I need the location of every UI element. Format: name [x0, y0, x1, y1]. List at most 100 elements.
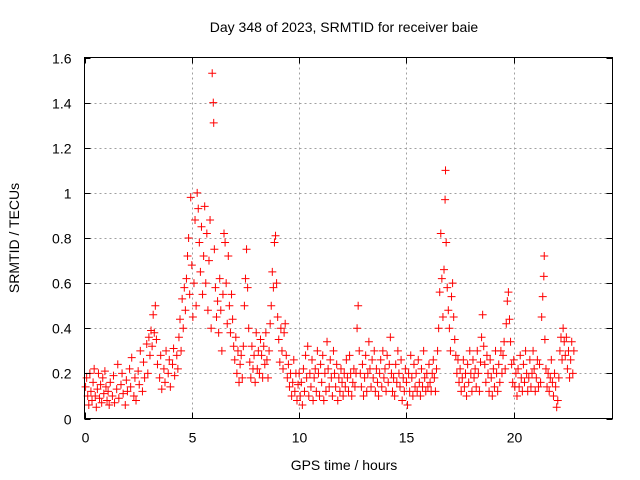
data-point [118, 369, 127, 378]
data-point [300, 387, 309, 396]
data-point [480, 360, 489, 369]
data-point [86, 387, 95, 396]
data-point [339, 391, 348, 400]
data-point [165, 355, 174, 364]
data-point [306, 382, 315, 391]
data-point [313, 346, 322, 355]
data-point [470, 373, 479, 382]
data-point [193, 188, 202, 197]
data-point [320, 369, 329, 378]
data-point [419, 346, 428, 355]
data-point [408, 391, 417, 400]
data-point [392, 378, 401, 387]
data-point [481, 378, 490, 387]
data-point [357, 382, 366, 391]
data-point [433, 346, 442, 355]
data-point [283, 373, 292, 382]
data-point [112, 385, 121, 394]
data-point [553, 396, 562, 405]
data-point [254, 346, 263, 355]
data-point [152, 335, 161, 344]
data-point [282, 351, 291, 360]
data-point [540, 335, 549, 344]
data-point [242, 245, 251, 254]
x-tick-label: 0 [82, 430, 90, 446]
data-point [97, 398, 106, 407]
data-point [173, 364, 182, 373]
data-point [398, 396, 407, 405]
data-point [394, 369, 403, 378]
data-point [106, 378, 115, 387]
chart-title: Day 348 of 2023, SRMTID for receiver bai… [210, 19, 479, 35]
data-point [257, 351, 266, 360]
data-point [216, 306, 225, 315]
data-point [311, 364, 320, 373]
x-tick-label: 5 [189, 430, 197, 446]
data-point [450, 335, 459, 344]
data-point [390, 391, 399, 400]
data-point [303, 342, 312, 351]
data-point [502, 319, 511, 328]
data-point [435, 288, 444, 297]
data-point [495, 378, 504, 387]
data-point [82, 373, 91, 382]
data-point [368, 355, 377, 364]
data-point [195, 238, 204, 247]
data-point [420, 373, 429, 382]
data-point [391, 360, 400, 369]
data-point [477, 333, 486, 342]
data-point [213, 297, 222, 306]
data-point [290, 387, 299, 396]
data-point [262, 355, 271, 364]
data-point [452, 369, 461, 378]
data-point [354, 301, 363, 310]
data-point [335, 387, 344, 396]
x-axis-title: GPS time / hours [291, 457, 398, 473]
data-point [103, 396, 112, 405]
y-tick-label: 1.4 [52, 96, 72, 112]
data-point [323, 337, 332, 346]
data-point [176, 315, 185, 324]
data-point [191, 215, 200, 224]
data-point [122, 376, 131, 385]
data-point [375, 369, 384, 378]
data-point [210, 245, 219, 254]
data-point [289, 355, 298, 364]
data-point [309, 396, 318, 405]
data-point [284, 360, 293, 369]
data-point [532, 373, 541, 382]
data-point [227, 290, 236, 299]
data-point [540, 252, 549, 261]
data-point [140, 373, 149, 382]
data-point [134, 367, 143, 376]
data-point [388, 387, 397, 396]
data-point [326, 355, 335, 364]
data-point [305, 369, 314, 378]
data-point [260, 360, 269, 369]
data-point [317, 378, 326, 387]
data-point [359, 391, 368, 400]
data-point [499, 351, 508, 360]
data-point [448, 279, 457, 288]
data-point [187, 261, 196, 270]
axis-ticks [84, 57, 613, 420]
data-point [126, 382, 135, 391]
data-point [252, 328, 261, 337]
data-point [563, 364, 572, 373]
data-point [222, 279, 231, 288]
data-point [485, 387, 494, 396]
data-point [549, 391, 558, 400]
data-point [276, 324, 285, 333]
data-point [148, 342, 157, 351]
data-point [265, 346, 274, 355]
data-point [297, 378, 306, 387]
data-point [334, 373, 343, 382]
data-point [534, 382, 543, 391]
data-point [512, 391, 521, 400]
data-point [361, 351, 370, 360]
data-point [531, 387, 540, 396]
data-point [460, 382, 469, 391]
data-point [505, 315, 514, 324]
data-point [157, 385, 166, 394]
data-point [384, 378, 393, 387]
